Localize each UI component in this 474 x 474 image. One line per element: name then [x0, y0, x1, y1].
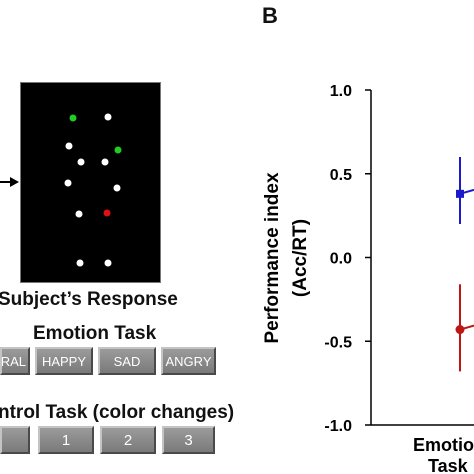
- neutral-button[interactable]: RAL: [0, 347, 30, 375]
- dot-white-9: [104, 259, 112, 267]
- x-axis-label-line1: Emotio: [413, 435, 474, 455]
- y-tick-label: 0.0: [330, 251, 352, 268]
- stimulus-display: [20, 82, 161, 283]
- dot-white-2: [65, 142, 73, 150]
- y-tick-label: -0.5: [324, 334, 352, 351]
- angry-button[interactable]: ANGRY: [161, 347, 216, 375]
- control-button-3[interactable]: 3: [162, 426, 215, 454]
- dot-green-2: [114, 146, 122, 154]
- dot-white-6: [113, 184, 121, 192]
- dot-white-5: [64, 179, 72, 187]
- x-axis-label-line2: Task: [428, 456, 469, 474]
- sad-button[interactable]: SAD: [98, 347, 156, 375]
- y-tick-label: 1.0: [330, 83, 352, 100]
- dot-white-3: [77, 158, 85, 166]
- y-axis-label-line2: (Acc/RT): [290, 219, 311, 297]
- control-button-0[interactable]: [0, 426, 30, 454]
- dot-red: [103, 209, 111, 217]
- data-point-series-1: [455, 325, 465, 335]
- dot-white-7: [75, 210, 83, 218]
- dot-white-8: [76, 259, 84, 267]
- subjects-response-label: Subject’s Response: [0, 289, 178, 310]
- control-task-label: ntrol Task (color changes): [0, 402, 235, 423]
- y-tick-label: 0.5: [330, 167, 352, 184]
- arrow-line: [0, 181, 10, 183]
- dot-white-4: [101, 158, 109, 166]
- arrow-head-icon: [10, 177, 19, 187]
- dot-white-1: [104, 113, 112, 121]
- control-button-2[interactable]: 2: [100, 426, 156, 454]
- dot-display: [64, 113, 122, 267]
- happy-button[interactable]: HAPPY: [35, 347, 93, 375]
- data-point-series-0: [456, 189, 464, 198]
- y-tick-label: -1.0: [324, 418, 352, 435]
- panel-label-b: B: [262, 3, 278, 28]
- y-axis-label-line1: Performance index: [262, 172, 283, 343]
- control-button-1[interactable]: 1: [38, 426, 94, 454]
- dot-green-1: [69, 114, 77, 122]
- emotion-task-label: Emotion Task: [33, 323, 157, 344]
